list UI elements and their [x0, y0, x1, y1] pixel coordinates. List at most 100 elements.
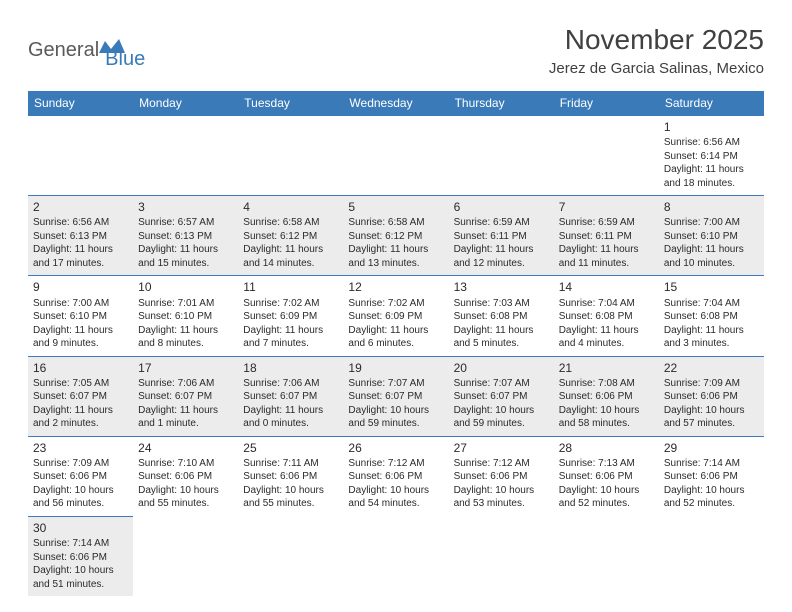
daylight-line: and 55 minutes.: [138, 497, 233, 511]
empty-cell: [554, 116, 659, 196]
empty-cell: [449, 516, 554, 596]
sunset-line: Sunset: 6:06 PM: [138, 470, 233, 484]
daylight-line: Daylight: 10 hours: [664, 404, 759, 418]
day-number: 3: [138, 199, 233, 215]
day-number: 24: [138, 440, 233, 456]
daylight-line: Daylight: 11 hours: [33, 404, 128, 418]
sunset-line: Sunset: 6:07 PM: [138, 390, 233, 404]
weekday-header: Thursday: [449, 91, 554, 116]
sunset-line: Sunset: 6:11 PM: [559, 230, 654, 244]
daylight-line: Daylight: 10 hours: [33, 484, 128, 498]
daylight-line: Daylight: 10 hours: [664, 484, 759, 498]
day-cell: 18Sunrise: 7:06 AMSunset: 6:07 PMDayligh…: [238, 356, 343, 436]
day-cell: 12Sunrise: 7:02 AMSunset: 6:09 PMDayligh…: [343, 276, 448, 356]
week-row: 16Sunrise: 7:05 AMSunset: 6:07 PMDayligh…: [28, 356, 764, 436]
day-number: 10: [138, 279, 233, 295]
daylight-line: Daylight: 10 hours: [454, 404, 549, 418]
daylight-line: Daylight: 11 hours: [454, 243, 549, 257]
day-number: 4: [243, 199, 338, 215]
location: Jerez de Garcia Salinas, Mexico: [549, 60, 764, 77]
daylight-line: and 52 minutes.: [559, 497, 654, 511]
daylight-line: and 55 minutes.: [243, 497, 338, 511]
day-cell: 29Sunrise: 7:14 AMSunset: 6:06 PMDayligh…: [659, 436, 764, 516]
daylight-line: and 13 minutes.: [348, 257, 443, 271]
day-cell: 21Sunrise: 7:08 AMSunset: 6:06 PMDayligh…: [554, 356, 659, 436]
empty-cell: [554, 516, 659, 596]
sunrise-line: Sunrise: 7:00 AM: [664, 216, 759, 230]
logo-text-blue: Blue: [105, 48, 145, 71]
day-cell: 22Sunrise: 7:09 AMSunset: 6:06 PMDayligh…: [659, 356, 764, 436]
daylight-line: Daylight: 10 hours: [559, 484, 654, 498]
sunrise-line: Sunrise: 7:00 AM: [33, 297, 128, 311]
sunrise-line: Sunrise: 6:57 AM: [138, 216, 233, 230]
day-cell: 24Sunrise: 7:10 AMSunset: 6:06 PMDayligh…: [133, 436, 238, 516]
sunset-line: Sunset: 6:13 PM: [138, 230, 233, 244]
empty-cell: [28, 116, 133, 196]
sunrise-line: Sunrise: 6:56 AM: [33, 216, 128, 230]
sunrise-line: Sunrise: 6:58 AM: [243, 216, 338, 230]
sunrise-line: Sunrise: 7:05 AM: [33, 377, 128, 391]
daylight-line: Daylight: 11 hours: [348, 243, 443, 257]
day-cell: 30Sunrise: 7:14 AMSunset: 6:06 PMDayligh…: [28, 516, 133, 596]
day-cell: 25Sunrise: 7:11 AMSunset: 6:06 PMDayligh…: [238, 436, 343, 516]
daylight-line: Daylight: 10 hours: [348, 484, 443, 498]
daylight-line: Daylight: 10 hours: [33, 564, 128, 578]
day-number: 26: [348, 440, 443, 456]
daylight-line: Daylight: 11 hours: [454, 324, 549, 338]
sunset-line: Sunset: 6:12 PM: [348, 230, 443, 244]
day-cell: 3Sunrise: 6:57 AMSunset: 6:13 PMDaylight…: [133, 196, 238, 276]
daylight-line: Daylight: 11 hours: [138, 243, 233, 257]
sunset-line: Sunset: 6:09 PM: [243, 310, 338, 324]
daylight-line: Daylight: 11 hours: [348, 324, 443, 338]
day-cell: 20Sunrise: 7:07 AMSunset: 6:07 PMDayligh…: [449, 356, 554, 436]
sunrise-line: Sunrise: 7:11 AM: [243, 457, 338, 471]
daylight-line: and 3 minutes.: [664, 337, 759, 351]
day-number: 17: [138, 360, 233, 376]
sunrise-line: Sunrise: 6:59 AM: [559, 216, 654, 230]
sunrise-line: Sunrise: 7:02 AM: [243, 297, 338, 311]
sunrise-line: Sunrise: 7:02 AM: [348, 297, 443, 311]
daylight-line: and 52 minutes.: [664, 497, 759, 511]
weekday-header: Tuesday: [238, 91, 343, 116]
week-row: 9Sunrise: 7:00 AMSunset: 6:10 PMDaylight…: [28, 276, 764, 356]
sunset-line: Sunset: 6:13 PM: [33, 230, 128, 244]
sunset-line: Sunset: 6:06 PM: [559, 470, 654, 484]
month-title: November 2025: [549, 24, 764, 56]
sunset-line: Sunset: 6:10 PM: [33, 310, 128, 324]
daylight-line: Daylight: 11 hours: [33, 324, 128, 338]
sunrise-line: Sunrise: 6:56 AM: [664, 136, 759, 150]
daylight-line: and 53 minutes.: [454, 497, 549, 511]
day-number: 30: [33, 520, 128, 536]
daylight-line: and 8 minutes.: [138, 337, 233, 351]
day-cell: 15Sunrise: 7:04 AMSunset: 6:08 PMDayligh…: [659, 276, 764, 356]
sunset-line: Sunset: 6:06 PM: [664, 390, 759, 404]
day-cell: 8Sunrise: 7:00 AMSunset: 6:10 PMDaylight…: [659, 196, 764, 276]
day-number: 18: [243, 360, 338, 376]
sunset-line: Sunset: 6:06 PM: [33, 551, 128, 565]
daylight-line: Daylight: 11 hours: [559, 243, 654, 257]
sunset-line: Sunset: 6:06 PM: [33, 470, 128, 484]
sunset-line: Sunset: 6:12 PM: [243, 230, 338, 244]
daylight-line: Daylight: 10 hours: [138, 484, 233, 498]
daylight-line: and 9 minutes.: [33, 337, 128, 351]
daylight-line: and 59 minutes.: [348, 417, 443, 431]
title-block: November 2025 Jerez de Garcia Salinas, M…: [549, 24, 764, 77]
empty-cell: [659, 516, 764, 596]
sunset-line: Sunset: 6:10 PM: [138, 310, 233, 324]
day-number: 14: [559, 279, 654, 295]
sunrise-line: Sunrise: 7:12 AM: [348, 457, 443, 471]
daylight-line: and 56 minutes.: [33, 497, 128, 511]
day-number: 22: [664, 360, 759, 376]
weekday-header: Monday: [133, 91, 238, 116]
day-number: 20: [454, 360, 549, 376]
daylight-line: Daylight: 11 hours: [138, 324, 233, 338]
daylight-line: Daylight: 10 hours: [243, 484, 338, 498]
daylight-line: Daylight: 10 hours: [559, 404, 654, 418]
sunrise-line: Sunrise: 7:12 AM: [454, 457, 549, 471]
daylight-line: and 51 minutes.: [33, 578, 128, 592]
day-cell: 10Sunrise: 7:01 AMSunset: 6:10 PMDayligh…: [133, 276, 238, 356]
weekday-header: Sunday: [28, 91, 133, 116]
week-row: 2Sunrise: 6:56 AMSunset: 6:13 PMDaylight…: [28, 196, 764, 276]
day-number: 7: [559, 199, 654, 215]
daylight-line: and 10 minutes.: [664, 257, 759, 271]
